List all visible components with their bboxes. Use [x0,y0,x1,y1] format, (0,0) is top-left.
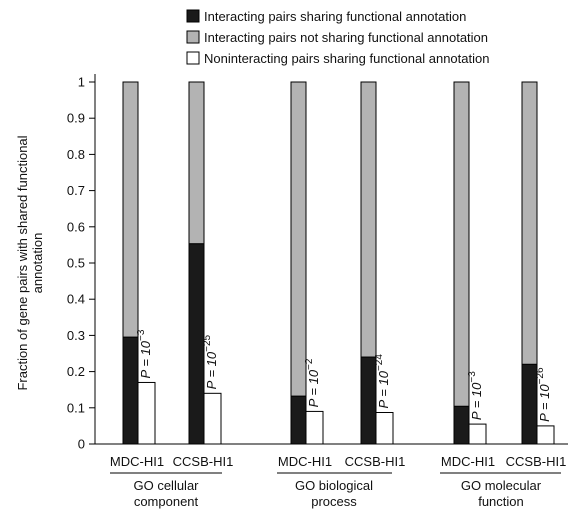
p-value-prefix-g2-d1: P = 10 [537,384,552,422]
bar-noninteracting-sharing-g2-d1 [536,425,555,445]
legend-label-0: Interacting pairs sharing functional ann… [204,9,466,24]
bar-interacting-sharing-g0-d0 [122,336,139,445]
category-label-g1-d1: CCSB-HI1 [345,454,406,469]
bar-interacting-sharing-g1-d0 [290,395,307,445]
bar-interacting-not-sharing-g2-d1 [521,81,538,365]
group-label-2-line-1: function [478,494,524,509]
bar-noninteracting-sharing-g1-d0 [305,410,324,445]
y-tick-label-4: 0.4 [67,292,85,307]
group-label-1-line-0: GO biological [295,478,373,493]
y-tick-label-9: 0.9 [67,111,85,126]
legend-label-2: Noninteracting pairs sharing functional … [204,51,489,66]
group-label-1-line-1: process [311,494,357,509]
p-value-g0-d1: P = 10−25 [202,334,219,389]
y-axis-label: Fraction of gene pairs with shared funct… [15,135,45,390]
group-label-2-line-0: GO molecular [461,478,542,493]
p-value-exp-g2-d0: −3 [467,371,478,383]
p-value-prefix-g0-d1: P = 10 [204,351,219,389]
p-value-g2-d0: P = 10−3 [467,371,484,420]
legend-swatch-2 [186,51,200,65]
y-tick-label-8: 0.8 [67,147,85,162]
category-label-g2-d1: CCSB-HI1 [506,454,567,469]
bar-interacting-not-sharing-g1-d0 [290,81,307,397]
bar-interacting-not-sharing-g0-d1 [188,81,205,245]
bar-noninteracting-sharing-g1-d1 [375,412,394,445]
p-value-exp-g1-d1: −24 [374,354,385,371]
bar-interacting-not-sharing-g1-d1 [360,81,377,358]
y-axis-label-line-0: Fraction of gene pairs with shared funct… [15,135,30,390]
bar-noninteracting-sharing-g0-d0 [137,381,156,445]
p-value-g1-d1: P = 10−24 [374,354,391,409]
category-label-g1-d0: MDC-HI1 [278,454,332,469]
p-value-exp-g2-d1: −26 [535,367,546,384]
p-value-prefix-g0-d0: P = 10 [138,340,153,378]
y-tick-label-3: 0.3 [67,328,85,343]
legend-swatch-1 [186,30,200,44]
bar-interacting-sharing-g2-d0 [453,405,470,445]
p-value-exp-g1-d0: −2 [304,358,315,370]
y-tick-label-10: 1 [78,75,85,90]
y-axis-label-line-1: annotation [30,233,45,294]
y-tick-label-1: 0.1 [67,400,85,415]
p-value-prefix-g1-d1: P = 10 [376,370,391,408]
p-value-prefix-g1-d0: P = 10 [306,369,321,407]
y-tick-label-0: 0 [78,437,85,452]
group-label-0-line-1: component [134,494,199,509]
p-value-exp-g0-d1: −25 [202,334,213,351]
bar-interacting-not-sharing-g0-d0 [122,81,139,338]
bar-interacting-not-sharing-g2-d0 [453,81,470,407]
bar-noninteracting-sharing-g0-d1 [203,392,222,445]
y-tick-label-6: 0.6 [67,219,85,234]
category-label-g0-d0: MDC-HI1 [110,454,164,469]
group-label-0-line-0: GO cellular [133,478,199,493]
bar-noninteracting-sharing-g2-d0 [468,423,487,445]
category-label-g0-d1: CCSB-HI1 [173,454,234,469]
category-label-g2-d0: MDC-HI1 [441,454,495,469]
p-value-g2-d1: P = 10−26 [535,367,552,422]
p-value-g1-d0: P = 10−2 [304,358,321,407]
y-tick-label-5: 0.5 [67,256,85,271]
p-value-exp-g0-d0: −3 [136,329,147,341]
legend-swatch-0 [186,9,200,23]
p-value-prefix-g2-d0: P = 10 [469,382,484,420]
p-value-g0-d0: P = 10−3 [136,329,153,378]
legend-label-1: Interacting pairs not sharing functional… [204,30,488,45]
y-tick-label-2: 0.2 [67,364,85,379]
y-tick-label-7: 0.7 [67,183,85,198]
